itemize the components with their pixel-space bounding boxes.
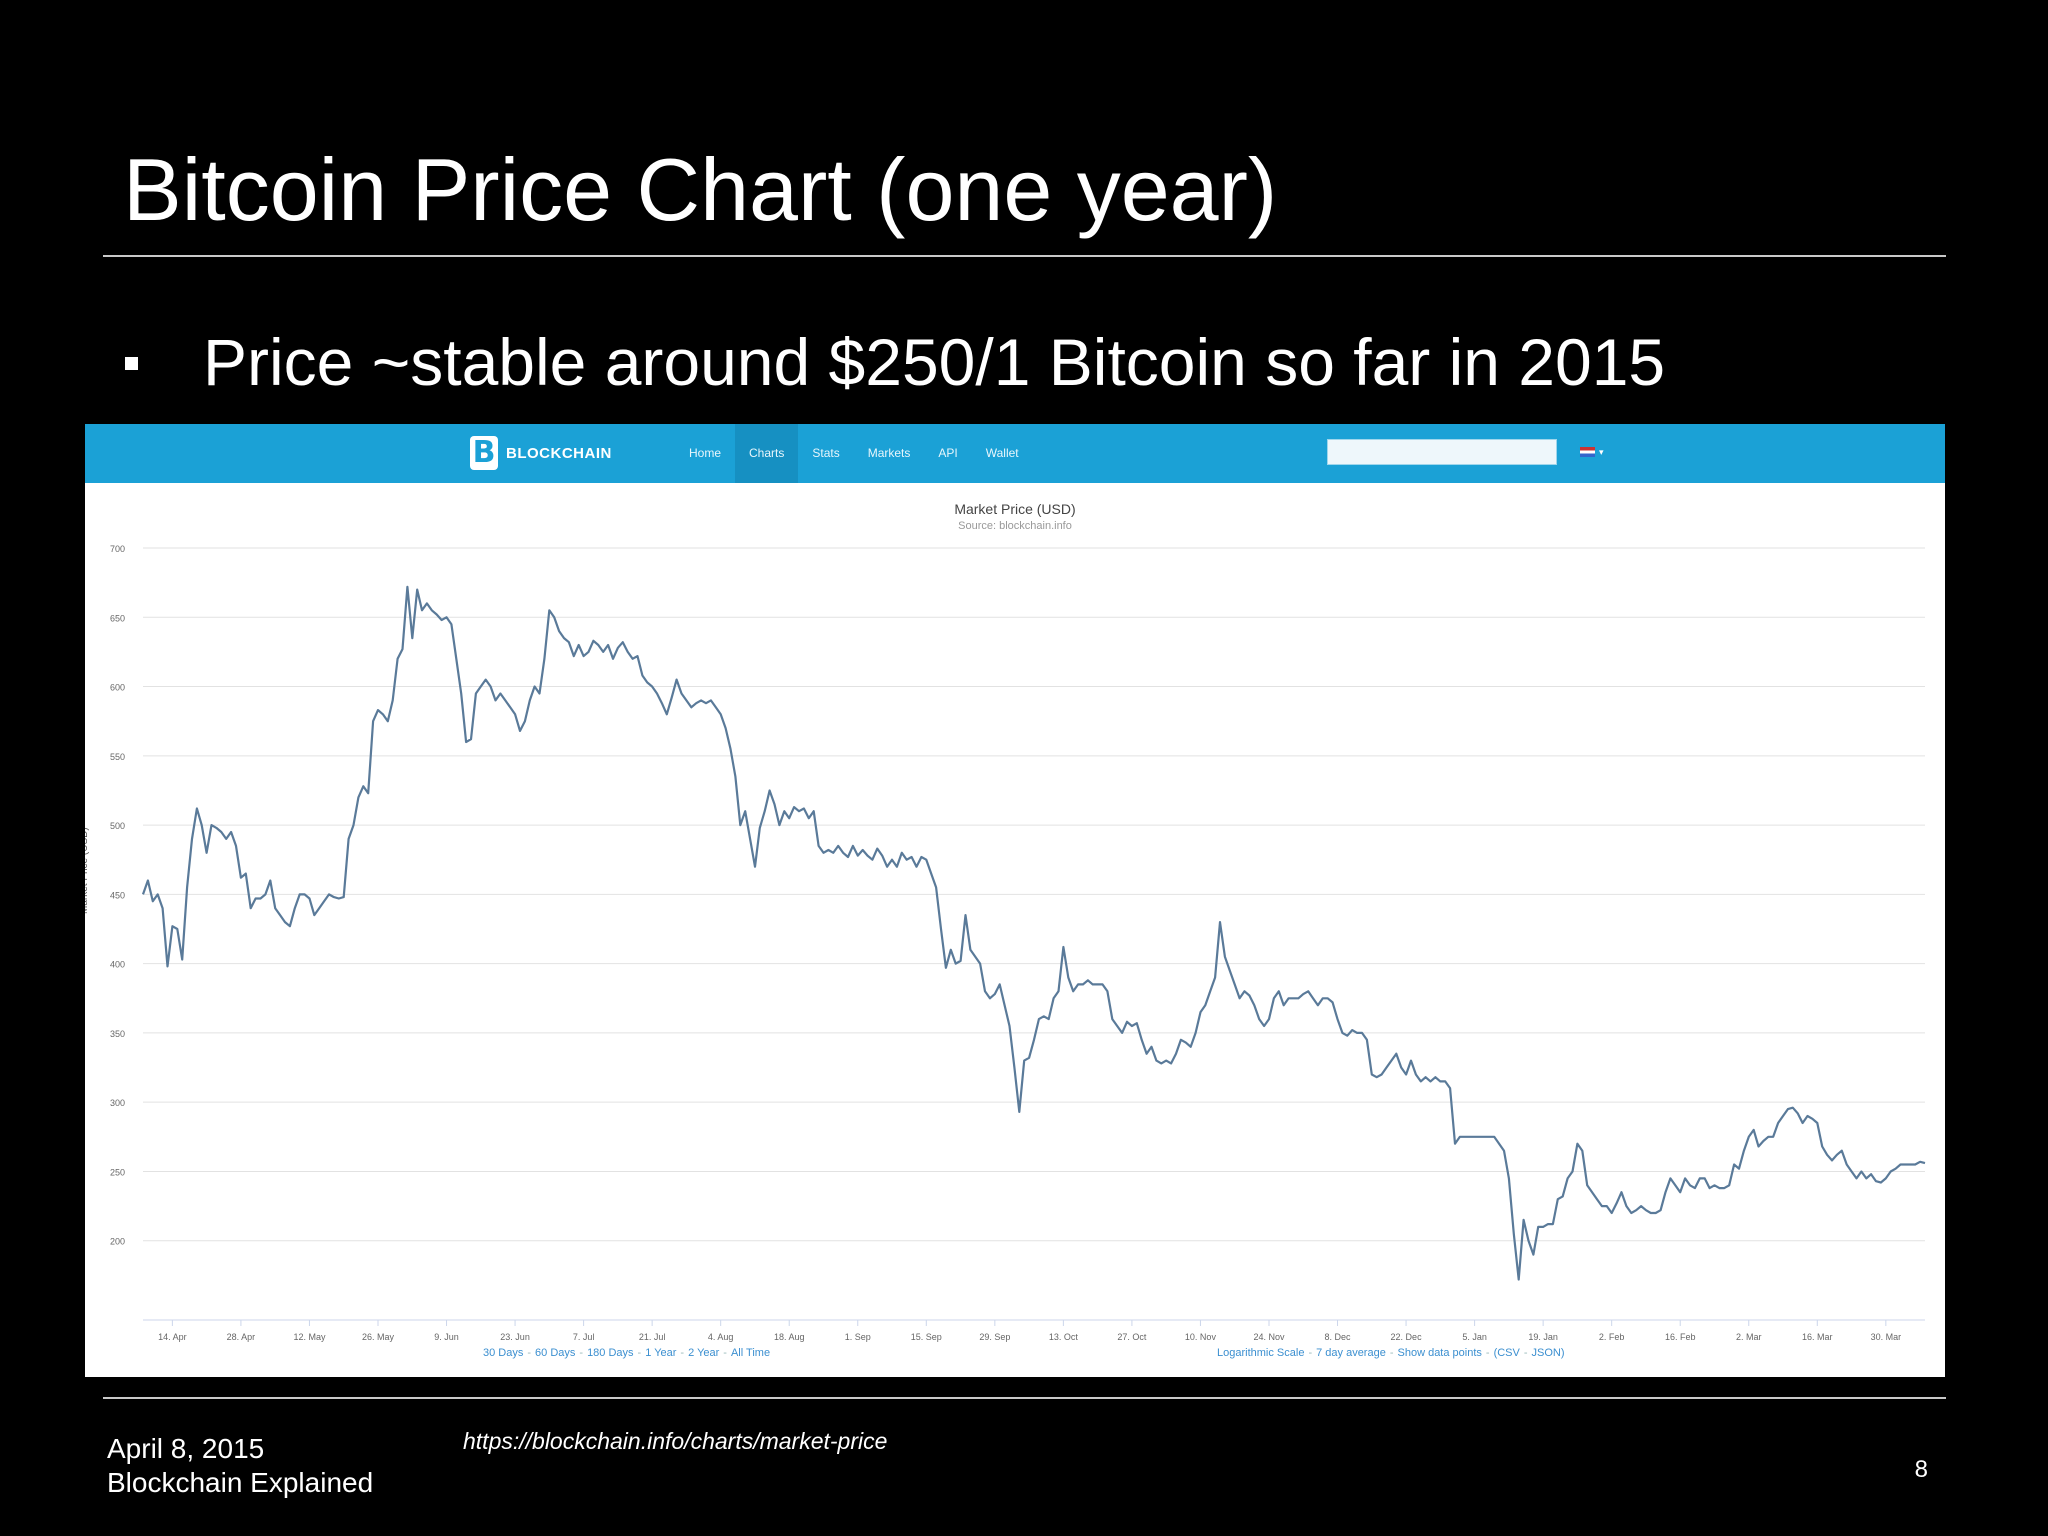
option-link[interactable]: (CSV xyxy=(1493,1347,1520,1359)
slide-title: Bitcoin Price Chart (one year) xyxy=(123,140,1278,239)
nav-item-markets[interactable]: Markets xyxy=(867,446,911,460)
x-tick-label: 15. Sep xyxy=(911,1332,942,1342)
link-separator: - xyxy=(1523,1347,1528,1359)
x-tick-label: 26. May xyxy=(362,1332,395,1342)
bullet-point: Price ~stable around $250/1 Bitcoin so f… xyxy=(125,322,1665,402)
range-link[interactable]: 2 Year xyxy=(688,1347,720,1359)
x-tick-label: 29. Sep xyxy=(979,1332,1010,1342)
price-series-line xyxy=(141,585,1926,1281)
footer-date: April 8, 2015 xyxy=(107,1433,265,1464)
x-tick-label: 10. Nov xyxy=(1185,1332,1217,1342)
y-tick-label: 450 xyxy=(110,890,125,900)
chart-subtitle: Source: blockchain.info xyxy=(958,520,1072,532)
site-navbar: B BLOCKCHAIN Home Charts Stats Markets API Wa… xyxy=(85,424,1945,483)
link-separator: - xyxy=(680,1347,685,1359)
x-tick-label: 22. Dec xyxy=(1391,1332,1423,1342)
price-chart: 200 250 300 350 400 450 500 550 600 650 700 14. Apr… xyxy=(110,544,1926,1342)
blockchain-logo-icon: B xyxy=(470,436,498,470)
range-link[interactable]: 1 Year xyxy=(645,1347,677,1359)
source-url: https://blockchain.info/charts/market-pr… xyxy=(463,1428,888,1454)
search-input[interactable] xyxy=(1327,439,1557,465)
x-tick-label: 16. Mar xyxy=(1802,1332,1833,1342)
footer-divider xyxy=(103,1397,1946,1399)
page-number: 8 xyxy=(1914,1456,1928,1483)
y-tick-label: 200 xyxy=(110,1237,125,1247)
nav-item-wallet[interactable]: Wallet xyxy=(985,446,1019,460)
link-separator: - xyxy=(1389,1347,1394,1359)
x-tick-label: 12. May xyxy=(293,1332,326,1342)
bullet-text: Price ~stable around $250/1 Bitcoin so f… xyxy=(203,325,1666,399)
x-tick-label: 1. Sep xyxy=(845,1332,871,1342)
y-tick-label: 700 xyxy=(110,544,125,554)
link-separator: - xyxy=(1485,1347,1490,1359)
nav-item-home[interactable]: Home xyxy=(689,446,722,460)
y-tick-label: 650 xyxy=(110,613,125,623)
chevron-down-icon: ▾ xyxy=(1599,446,1604,457)
range-link[interactable]: 30 Days xyxy=(483,1347,524,1359)
x-tick-label: 30. Mar xyxy=(1871,1332,1902,1342)
y-tick-label: 350 xyxy=(110,1029,125,1039)
y-tick-label: 500 xyxy=(110,821,125,831)
link-separator: - xyxy=(637,1347,642,1359)
range-link[interactable]: 180 Days xyxy=(587,1347,634,1359)
x-tick-label: 16. Feb xyxy=(1665,1332,1696,1342)
language-selector[interactable]: ▾ xyxy=(1580,441,1604,463)
x-tick-label: 13. Oct xyxy=(1049,1332,1079,1342)
option-link[interactable]: JSON) xyxy=(1531,1347,1565,1359)
x-tick-label: 27. Oct xyxy=(1117,1332,1147,1342)
option-link[interactable]: 7 day average xyxy=(1316,1347,1386,1359)
y-tick-label: 600 xyxy=(110,683,125,693)
y-tick-label: 250 xyxy=(110,1167,125,1177)
title-divider xyxy=(103,255,1946,257)
option-link[interactable]: Show data points xyxy=(1397,1347,1482,1359)
x-tick-label: 5. Jan xyxy=(1462,1332,1487,1342)
logo-text: BLOCKCHAIN xyxy=(506,444,612,462)
x-tick-label: 28. Apr xyxy=(227,1332,256,1342)
chart-title: Market Price (USD) xyxy=(954,501,1076,517)
x-tick-label: 7. Jul xyxy=(573,1332,595,1342)
y-tick-label: 300 xyxy=(110,1098,125,1108)
square-bullet-icon xyxy=(125,357,138,371)
nav-item-api[interactable]: API xyxy=(938,446,958,460)
blockchain-screenshot: B BLOCKCHAIN Home Charts Stats Markets API Wa… xyxy=(85,424,1945,1377)
footer-deck-name: Blockchain Explained xyxy=(107,1467,374,1498)
y-tick-label: 400 xyxy=(110,960,125,970)
x-tick-label: 2. Mar xyxy=(1736,1332,1762,1342)
x-tick-label: 24. Nov xyxy=(1253,1332,1285,1342)
x-tick-label: 2. Feb xyxy=(1599,1332,1625,1342)
x-tick-label: 14. Apr xyxy=(158,1332,187,1342)
y-tick-label: 550 xyxy=(110,752,125,762)
nav-menu: Home Charts Stats Markets API Wallet xyxy=(675,424,1033,483)
x-tick-label: 8. Dec xyxy=(1325,1332,1352,1342)
x-tick-label: 21. Jul xyxy=(639,1332,666,1342)
site-logo[interactable]: B BLOCKCHAIN xyxy=(470,436,612,470)
link-separator: - xyxy=(527,1347,532,1359)
us-flag-icon xyxy=(1580,447,1595,457)
link-separator: - xyxy=(1308,1347,1313,1359)
option-links: Logarithmic Scale -7 day average - Show dat… xyxy=(1217,1347,1565,1359)
x-tick-label: 18. Aug xyxy=(774,1332,805,1342)
x-tick-label: 23. Jun xyxy=(500,1332,530,1342)
range-link[interactable]: All Time xyxy=(730,1347,771,1359)
range-links: 30 Days -60 Days -180 Days -1 Year -2 Year - A… xyxy=(483,1347,770,1359)
range-link[interactable]: 60 Days xyxy=(535,1347,576,1359)
x-tick-label: 19. Jan xyxy=(1528,1332,1558,1342)
option-link[interactable]: Logarithmic Scale xyxy=(1217,1347,1305,1359)
nav-item-stats[interactable]: Stats xyxy=(812,446,840,460)
link-separator: - xyxy=(723,1347,727,1359)
link-separator: - xyxy=(579,1347,584,1359)
nav-item-charts[interactable]: Charts xyxy=(735,424,799,483)
x-tick-label: 9. Jun xyxy=(434,1332,459,1342)
x-tick-label: 4. Aug xyxy=(708,1332,734,1342)
